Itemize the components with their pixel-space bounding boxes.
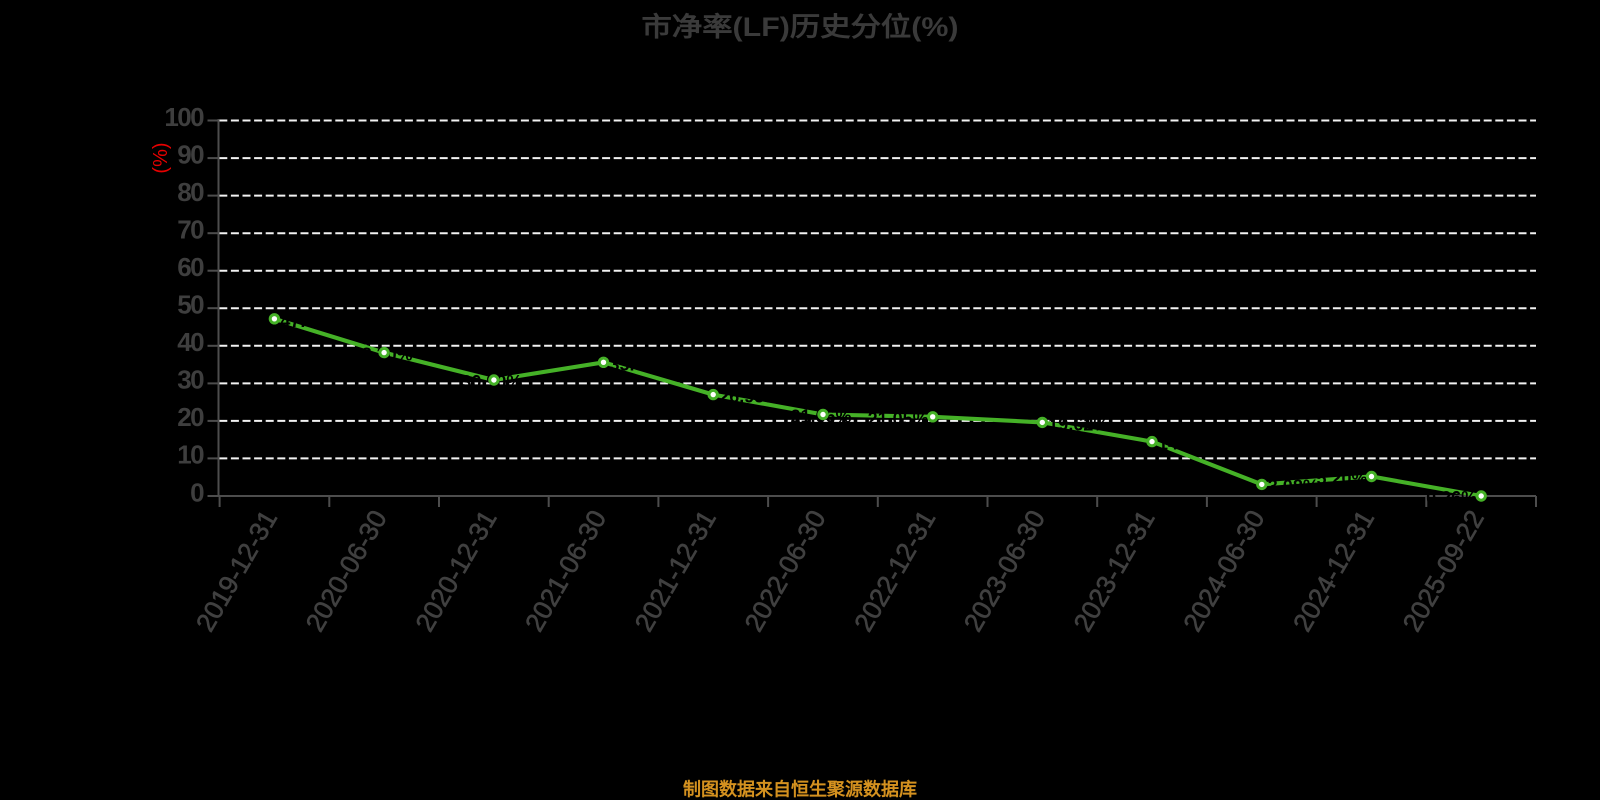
svg-text:3.08%: 3.08% xyxy=(1268,476,1319,496)
svg-text:14.50%: 14.50% xyxy=(1158,434,1219,454)
svg-text:47.31%: 47.31% xyxy=(280,311,341,331)
svg-text:50: 50 xyxy=(177,290,204,320)
svg-text:70: 70 xyxy=(177,215,204,245)
svg-text:市净率(LF)历史分位(%): 市净率(LF)历史分位(%) xyxy=(642,12,959,42)
svg-text:5.20%: 5.20% xyxy=(1316,469,1367,489)
svg-text:10: 10 xyxy=(177,440,204,470)
svg-text:90: 90 xyxy=(177,140,204,170)
svg-text:20: 20 xyxy=(177,402,204,432)
svg-text:19.62%: 19.62% xyxy=(1048,414,1109,434)
svg-text:30: 30 xyxy=(177,365,204,395)
svg-text:(%): (%) xyxy=(150,142,172,173)
svg-text:制图数据来自恒生聚源数据库: 制图数据来自恒生聚源数据库 xyxy=(683,779,917,800)
svg-text:60: 60 xyxy=(177,252,204,282)
svg-text:26.95%: 26.95% xyxy=(719,387,780,407)
svg-text:21.05%: 21.05% xyxy=(868,409,929,429)
svg-text:0: 0 xyxy=(190,478,204,508)
svg-text:40: 40 xyxy=(177,327,204,357)
svg-text:80: 80 xyxy=(177,177,204,207)
svg-text:100: 100 xyxy=(164,102,204,132)
svg-text:35.62%: 35.62% xyxy=(610,354,671,374)
svg-text:0.26%: 0.26% xyxy=(1426,488,1477,508)
